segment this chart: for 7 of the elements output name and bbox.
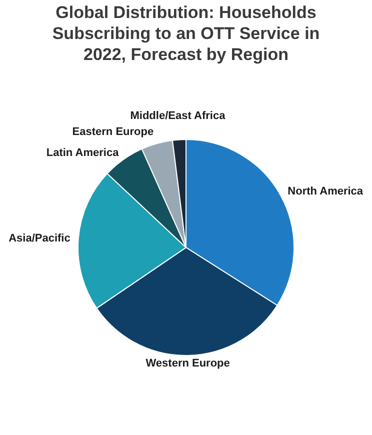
- chart-title: Global Distribution: Households Subscribing to an OTT Service in 2022, Forecast by Region: [52, 3, 320, 64]
- slice-label: Middle/East Africa: [130, 110, 226, 122]
- slice-label: Western Europe: [146, 357, 230, 370]
- slice-label: North America: [288, 186, 364, 198]
- slice-label: Asia/Pacific: [8, 232, 70, 244]
- slice-label: Eastern Europe: [72, 126, 154, 138]
- slice-label: Latin America: [46, 147, 120, 160]
